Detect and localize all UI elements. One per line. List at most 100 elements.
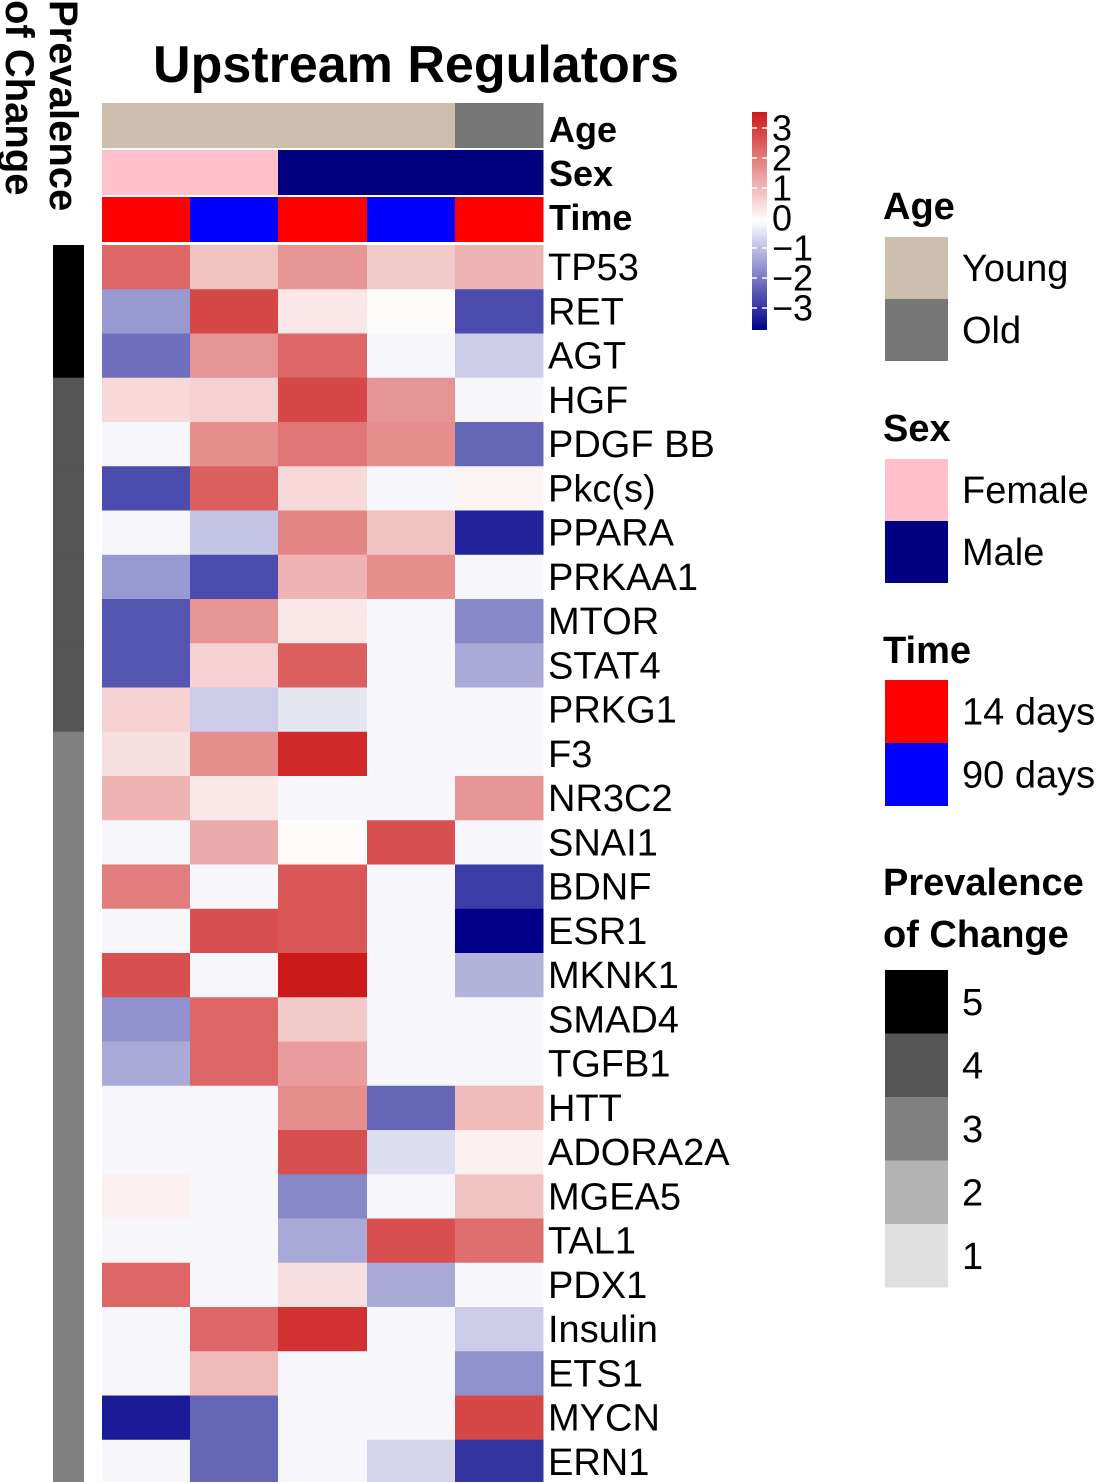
heatmap-cell (190, 1174, 279, 1219)
side-title: Prevalence of Change (0, 0, 85, 211)
heatmap-cell (102, 997, 191, 1042)
heatmap-cell (278, 908, 368, 954)
scale-tick-label: 1 (772, 168, 792, 209)
scale-tick-label: −2 (772, 258, 813, 299)
heatmap-cell (278, 864, 368, 910)
heatmap-cell (455, 643, 544, 688)
legend-swatch-prevalence (885, 1160, 948, 1224)
heatmap-cell (367, 1262, 456, 1308)
heatmap-cell (278, 422, 368, 467)
prevalence-cell (53, 643, 84, 688)
prevalence-cell (53, 820, 84, 865)
heatmap-cell (190, 776, 279, 821)
heatmap-cell (278, 1395, 368, 1441)
gene-label: MKNK1 (548, 955, 679, 997)
heatmap-cell (102, 687, 191, 733)
annotation-sex-cell (190, 150, 279, 195)
heatmap-cell (190, 289, 279, 334)
prevalence-cell (53, 687, 84, 733)
legend-swatch-age (885, 237, 948, 299)
heatmap-cell (278, 1085, 368, 1131)
prevalence-cell (53, 289, 84, 334)
heatmap-cell (455, 466, 544, 511)
chart-title: Upstream Regulators (153, 36, 679, 94)
gene-label: TGFB1 (548, 1044, 670, 1086)
heatmap-cell (190, 1262, 279, 1308)
heatmap-cell (102, 1307, 191, 1352)
gene-label: F3 (548, 734, 592, 776)
heatmap-cell (102, 908, 191, 954)
heatmap-cell (367, 820, 456, 865)
legend-label-age: Old (962, 310, 1021, 352)
heatmap-cell (367, 1130, 456, 1175)
gene-label: AGT (548, 336, 626, 378)
legend-label-time: 14 days (962, 692, 1095, 734)
prevalence-cell (53, 953, 84, 998)
heatmap-cell (102, 599, 191, 644)
heatmap-cell (190, 997, 279, 1042)
heatmap-cell (278, 953, 368, 998)
legend-label-prevalence: 2 (962, 1172, 983, 1214)
heatmap-cell (278, 377, 368, 423)
prevalence-cell (53, 599, 84, 644)
prevalence-cell (53, 510, 84, 556)
heatmap-cell (455, 1218, 544, 1264)
heatmap-cell (278, 820, 368, 865)
heatmap-cell (455, 864, 544, 910)
gene-label: PDGF BB (548, 424, 715, 466)
gene-label: PDX1 (548, 1265, 647, 1307)
legend-label-prevalence: 1 (962, 1236, 983, 1278)
heatmap-cell (455, 1085, 544, 1131)
heatmap-cell (102, 377, 191, 423)
heatmap-cell (455, 1351, 544, 1396)
prevalence-cell (53, 422, 84, 467)
gene-label: MGEA5 (548, 1176, 681, 1218)
prevalence-cell (53, 731, 84, 777)
gene-label: MYCN (548, 1398, 660, 1440)
annotation-label-sex: Sex (549, 153, 613, 194)
legend-label-age: Young (962, 248, 1068, 290)
annotation-age-cell (367, 103, 456, 148)
heatmap-cell (278, 1174, 368, 1219)
prevalence-cell (53, 1130, 84, 1175)
heatmap-cell (455, 554, 544, 600)
gene-label: PRKG1 (548, 690, 677, 732)
gene-label: ESR1 (548, 911, 647, 953)
heatmap-cell (367, 510, 456, 556)
heatmap-cell (367, 908, 456, 954)
annotation-time-cell (455, 197, 544, 242)
heatmap-cell (278, 289, 368, 334)
legend-swatch-age (885, 299, 948, 361)
heatmap-cell (190, 1307, 279, 1352)
heatmap-cell (367, 687, 456, 733)
gene-label: NR3C2 (548, 778, 673, 820)
gene-label: RET (548, 291, 624, 333)
heatmap-cell (102, 466, 191, 511)
prevalence-cell (53, 997, 84, 1042)
heatmap-cell (367, 377, 456, 423)
heatmap-cell (190, 1130, 279, 1175)
legend-swatch-sex (885, 459, 948, 521)
heatmap-cell (102, 1041, 191, 1087)
annotation-time-cell (190, 197, 279, 242)
heatmap-cell (455, 1395, 544, 1441)
heatmap-cell (367, 997, 456, 1042)
scale-tick-label: −1 (772, 228, 813, 269)
legend-swatch-prevalence (885, 1097, 948, 1161)
heatmap-cell (190, 1439, 279, 1482)
gene-label: ERN1 (548, 1442, 649, 1482)
heatmap-cell (367, 864, 456, 910)
prevalence-bar (53, 245, 84, 1482)
prevalence-cell (53, 1041, 84, 1087)
heatmap-cell (455, 776, 544, 821)
gene-label: PPARA (548, 513, 675, 555)
legend-swatch-prevalence (885, 1224, 948, 1288)
gene-label: ADORA2A (548, 1132, 730, 1174)
heatmap-cell (102, 1174, 191, 1219)
heatmap-cell (455, 1130, 544, 1175)
prevalence-cell (53, 333, 84, 379)
annotation-sex-cell (367, 150, 456, 195)
heatmap-cell (278, 1218, 368, 1264)
